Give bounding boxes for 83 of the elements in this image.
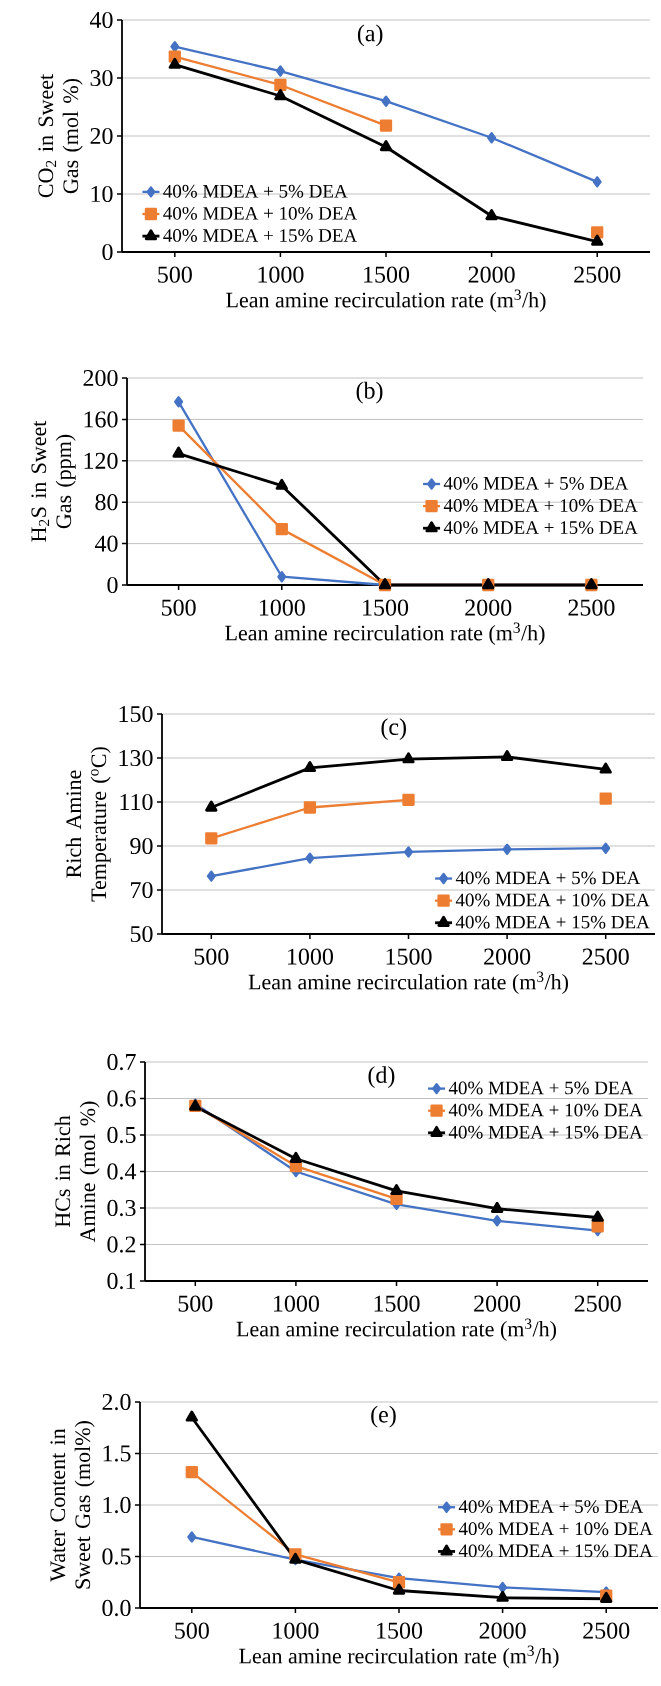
x-tick-label: 1000 (274, 1295, 319, 1312)
y-axis-title: Rich Amine Temperature ($^{o}$C) (65, 747, 111, 902)
x-tick-label: 2500 (574, 1295, 621, 1312)
y-tick-label: 90 (130, 837, 153, 855)
y-tick-label: 1.0 (103, 1496, 131, 1514)
x-tick-label: 500 (161, 599, 196, 616)
y-tick-label: 110 (120, 793, 153, 811)
x-tick-label: 500 (158, 266, 192, 283)
y-tick-label: 0.1 (107, 1272, 136, 1290)
x-tick-label: 2500 (582, 948, 629, 965)
x-tick-label: 1000 (258, 266, 304, 283)
x-tick-label: 2000 (479, 1622, 526, 1639)
x-tick-label: 2000 (465, 599, 512, 616)
y-tick-label: 10 (91, 185, 113, 203)
legend-label: 40% MDEA + 5% DEA (163, 184, 348, 198)
legend-label: 40% MDEA + 10% DEA (458, 1522, 653, 1536)
x-tick-label: 1500 (374, 1295, 420, 1312)
y-tick-label: 20 (90, 127, 113, 145)
y-tick-label: 0.4 (107, 1163, 137, 1180)
legend-label: 40% MDEA + 15% DEA (163, 229, 358, 242)
legend-label: 40% MDEA + 5% DEA (443, 476, 629, 490)
x-axis-title: Lean amine recirculation rate (m$^{3}$/h) (248, 971, 568, 994)
x-tick-label: 500 (178, 1295, 213, 1312)
y-tick-label: 40 (89, 11, 113, 29)
y-tick-label: 0.2 (107, 1236, 136, 1253)
chart-title: (e) (371, 1405, 396, 1428)
x-tick-label: 2000 (484, 948, 531, 965)
legend-label: 40% MDEA + 5% DEA (448, 1081, 634, 1095)
y-tick-label: 0.3 (107, 1199, 136, 1217)
y-tick-label: 30 (90, 69, 113, 87)
legend-label: 40% MDEA + 15% DEA (458, 1544, 653, 1558)
chart-title: (a) (357, 24, 383, 47)
x-tick-label: 1000 (288, 948, 333, 965)
legend-label: 40% MDEA + 5% DEA (458, 1500, 644, 1514)
x-axis-title: Lean amine recirculation rate (m$^{3}$/h) (226, 289, 546, 312)
chart-title: (c) (381, 718, 406, 740)
y-tick-label: 2.0 (102, 1393, 131, 1411)
x-axis-title: Lean amine recirculation rate (m$^{3}$/h) (225, 622, 545, 645)
y-tick-label: 80 (95, 494, 118, 511)
x-tick-label: 500 (194, 948, 229, 965)
y-tick-label: 0 (102, 243, 113, 261)
y-tick-label: 0.5 (102, 1548, 131, 1565)
x-tick-label: 1000 (273, 1622, 319, 1639)
y-tick-label: 160 (84, 411, 118, 428)
legend-label: 40% MDEA + 10% DEA (443, 499, 638, 512)
x-tick-label: 2500 (574, 266, 621, 283)
chart-title: (d) (368, 1066, 395, 1088)
legend-label: 40% MDEA + 15% DEA (443, 521, 638, 535)
y-tick-label: 120 (84, 452, 118, 469)
x-tick-label: 1000 (259, 599, 305, 616)
legend-label: 40% MDEA + 15% DEA (455, 915, 650, 929)
x-tick-label: 2000 (474, 1295, 521, 1312)
y-tick-label: 0.0 (102, 1599, 131, 1617)
x-tick-label: 1500 (377, 1622, 423, 1639)
y-axis-title: H$_{2}$S in Sweet Gas (ppm) (31, 420, 76, 542)
y-tick-label: 40 (94, 535, 118, 552)
legend-label: 40% MDEA + 10% DEA (163, 206, 358, 220)
y-tick-label: 70 (131, 881, 153, 899)
chart-title: (b) (356, 381, 383, 404)
x-tick-label: 500 (175, 1622, 209, 1639)
x-tick-label: 1500 (364, 266, 410, 283)
y-tick-label: 0.5 (107, 1126, 136, 1144)
y-tick-label: 200 (83, 369, 118, 387)
y-tick-label: 0 (107, 576, 118, 594)
y-tick-label: 0.6 (107, 1090, 136, 1107)
x-tick-label: 2000 (468, 266, 515, 283)
y-tick-label: 130 (119, 749, 153, 767)
x-axis-title: Lean amine recirculation rate (m$^{3}$/h) (239, 1645, 559, 1668)
x-tick-label: 1500 (363, 599, 409, 616)
y-tick-label: 50 (130, 925, 153, 943)
x-axis-title: Lean amine recirculation rate (m$^{3}$/h) (236, 1318, 556, 1341)
legend-label: 40% MDEA + 10% DEA (448, 1103, 643, 1117)
x-tick-label: 2500 (568, 599, 615, 616)
legend-label: 40% MDEA + 10% DEA (455, 893, 650, 907)
x-tick-label: 1500 (386, 948, 432, 965)
y-tick-label: 1.5 (103, 1445, 131, 1462)
legend-label: 40% MDEA + 15% DEA (448, 1125, 643, 1139)
y-axis-title: HCs in Rich Amine (mol %) (54, 1101, 100, 1243)
x-tick-label: 2500 (583, 1622, 630, 1639)
y-tick-label: 150 (119, 705, 153, 723)
y-tick-label: 0.7 (107, 1053, 136, 1071)
y-axis-title: Water Content in Sweet Gas (mol%) (50, 1421, 95, 1589)
legend-label: 40% MDEA + 5% DEA (455, 871, 641, 885)
